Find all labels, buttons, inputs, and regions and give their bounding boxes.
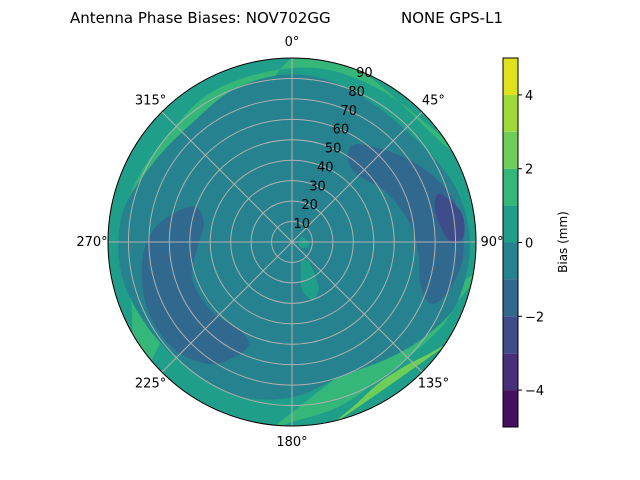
chart-title-right: NONE GPS-L1 xyxy=(401,9,503,27)
r-tick-label: 20 xyxy=(301,198,318,213)
theta-tick-label: 0° xyxy=(285,35,300,50)
r-tick-label: 40 xyxy=(317,160,334,175)
colorbar-segment xyxy=(503,58,518,95)
contour-region xyxy=(335,343,448,423)
theta-tick-label: 45° xyxy=(422,94,445,109)
r-tick-label: 70 xyxy=(340,104,357,119)
colorbar-segment xyxy=(503,168,518,206)
colorbar-segment xyxy=(503,279,518,317)
colorbar-label: Bias (mm) xyxy=(556,211,570,273)
r-tick-label: 10 xyxy=(294,217,311,232)
colorbar-tick-label: 2 xyxy=(525,163,533,178)
theta-tick-label: 270° xyxy=(76,235,107,250)
contour-region xyxy=(141,206,249,365)
theta-tick-label: 225° xyxy=(135,376,166,391)
contour-region xyxy=(300,259,319,300)
colorbar-tick-label: −4 xyxy=(525,384,544,399)
colorbar: −4 −2 0 2 4 xyxy=(502,57,544,428)
r-tick-label: 90 xyxy=(356,66,373,81)
theta-tick-label: 315° xyxy=(135,94,166,109)
polar-frame xyxy=(107,57,477,427)
axis-labels: 0° 45° 90° 135° 180° 225° 270° 315° 10 20 30 40 50 60… xyxy=(76,35,503,450)
grid-spoke xyxy=(291,111,423,243)
theta-tick-label: 90° xyxy=(480,235,503,250)
contour-region xyxy=(347,144,464,304)
r-tick-label: 80 xyxy=(348,85,365,100)
chart-title-left: Antenna Phase Biases: NOV702GG xyxy=(70,9,331,27)
contour-region xyxy=(434,193,465,243)
grid-spoke xyxy=(161,241,293,373)
colorbar-segment xyxy=(503,316,518,354)
grid-spoke xyxy=(161,111,293,243)
colorbar-segment xyxy=(503,94,518,132)
colorbar-segment xyxy=(503,390,518,427)
r-tick-label: 60 xyxy=(333,123,350,138)
colorbar-tick-label: −2 xyxy=(525,310,544,325)
colorbar-segment xyxy=(503,242,518,280)
r-tick-label: 30 xyxy=(309,179,326,194)
polar-grid xyxy=(107,57,477,427)
r-tick-label: 50 xyxy=(325,142,342,157)
colorbar-tick-label: 4 xyxy=(525,89,533,104)
theta-tick-label: 180° xyxy=(276,435,307,450)
grid-spoke xyxy=(291,241,423,373)
colorbar-segment xyxy=(503,205,518,243)
theta-tick-label: 135° xyxy=(418,376,449,391)
colorbar-tick-label: 0 xyxy=(525,237,533,252)
colorbar-segment xyxy=(503,131,518,169)
colorbar-segment xyxy=(503,353,518,391)
